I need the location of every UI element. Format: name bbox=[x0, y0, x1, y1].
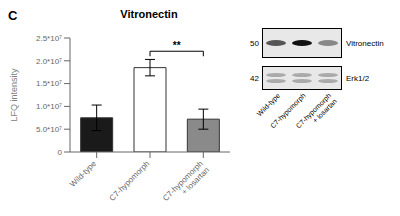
svg-text:C7-hypomorph: C7-hypomorph bbox=[108, 159, 152, 203]
svg-text:**: ** bbox=[173, 40, 181, 51]
svg-text:C7-hypomorph+ losartan: C7-hypomorph+ losartan bbox=[295, 92, 338, 135]
svg-text:LFQ intensity: LFQ intensity bbox=[9, 68, 19, 122]
svg-text:Wild-type: Wild-type bbox=[256, 92, 282, 118]
svg-text:1.0*10⁷: 1.0*10⁷ bbox=[36, 102, 62, 111]
svg-text:1.5*10⁷: 1.5*10⁷ bbox=[36, 79, 62, 88]
svg-text:5.0*10⁷: 5.0*10⁷ bbox=[36, 125, 62, 134]
html-text:50: 50 bbox=[250, 38, 259, 48]
svg-text:C7-hypomorph+ losartan: C7-hypomorph+ losartan bbox=[161, 159, 211, 208]
svg-text:0: 0 bbox=[58, 148, 63, 157]
html-text:C: C bbox=[8, 8, 18, 23]
html-text:Erk1/2: Erk1/2 bbox=[346, 73, 370, 83]
svg-text:C7-hypomorph: C7-hypomorph bbox=[269, 91, 307, 130]
html-text:Vitronectin: Vitronectin bbox=[120, 8, 178, 20]
svg-text:Wild-type: Wild-type bbox=[68, 159, 98, 189]
svg-text:2.5*10⁷: 2.5*10⁷ bbox=[36, 34, 62, 43]
html-text:Vitronectin: Vitronectin bbox=[346, 38, 384, 48]
html-text:42: 42 bbox=[250, 73, 259, 83]
svg-text:2.0*10⁷: 2.0*10⁷ bbox=[36, 57, 62, 66]
